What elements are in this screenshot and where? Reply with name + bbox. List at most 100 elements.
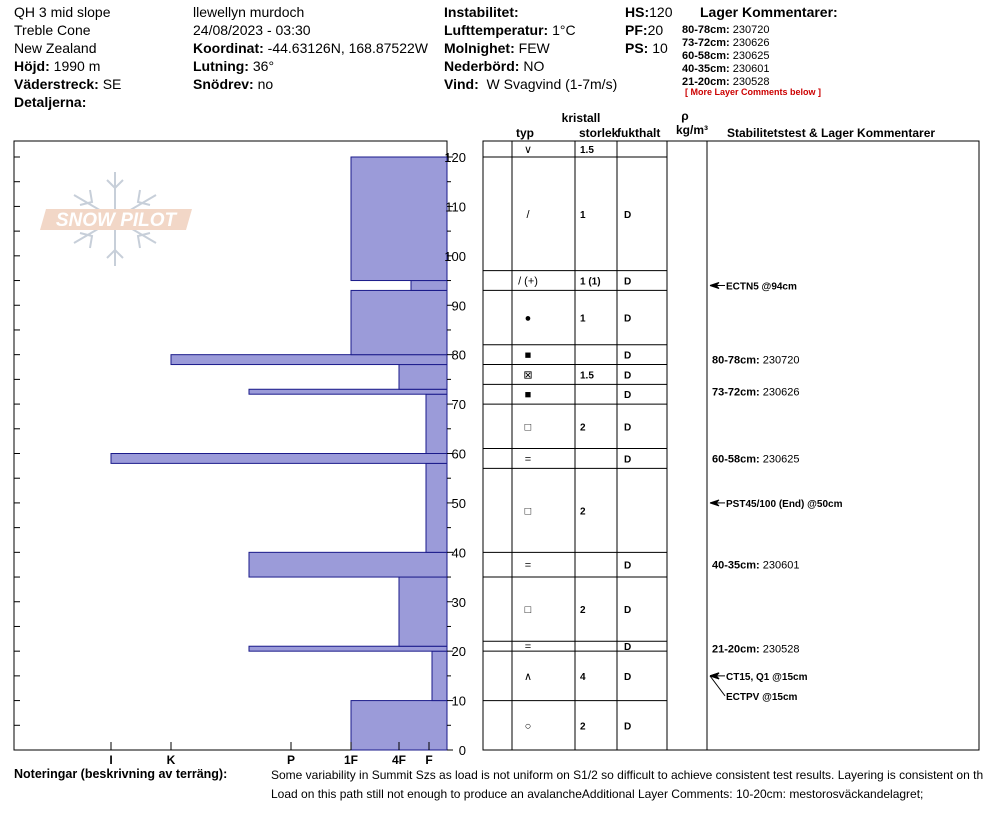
- grain-moisture: D: [624, 454, 631, 465]
- header-layer-comments: 80-78cm: 230720 73-72cm: 230626 60-58cm: 2…: [682, 24, 769, 89]
- height-tick-label: 0: [459, 743, 466, 758]
- hardness-bar: [248, 551, 448, 578]
- grain-table-frame: [482, 140, 980, 751]
- grain-type: □: [525, 505, 532, 517]
- height-tick-label: 80: [452, 348, 466, 363]
- stability-test-label: PST45/100 (End) @50cm: [726, 499, 843, 510]
- hs-label: HS:: [625, 4, 650, 20]
- snow-profile-chart: SNOW PILOT 0 10 20 30 40 50 60 70 80 90 100 110 1 2 0 …: [13, 109, 980, 767]
- hs-value: 120: [649, 4, 673, 20]
- hardness-bar: [350, 156, 448, 282]
- grain-type: =: [525, 560, 531, 572]
- area: Treble Cone: [14, 22, 91, 38]
- notes-line2: Load on this path still not enough to pr…: [271, 787, 924, 801]
- height-tick-label: 20: [452, 644, 466, 659]
- hardness-bar: [170, 354, 448, 366]
- layer-comment-range: 60-58cm:: [712, 453, 760, 465]
- grain-moisture: D: [624, 642, 631, 653]
- grain-size: 1.5: [580, 370, 594, 381]
- density-header: kg/m³: [676, 123, 708, 137]
- hardness-bar: [350, 700, 448, 751]
- country: New Zealand: [14, 40, 97, 56]
- layer-comment: 21-20cm: 230528: [712, 644, 799, 656]
- more-comments-link[interactable]: [ More Layer Comments below ]: [685, 87, 822, 97]
- grain-moisture: D: [624, 370, 631, 381]
- stability-tests: ECTN5 @94cm PST45/100 (End) @50cm CT15, Q1…: [709, 281, 843, 703]
- header-comment-range: 80-78cm:: [682, 24, 730, 36]
- snowdrift-row: Snödrev: no: [193, 75, 273, 93]
- grain-size: 1 (1): [580, 277, 601, 288]
- grain-size: 4: [580, 672, 586, 683]
- grain-size: 2: [580, 605, 586, 616]
- grain-moisture: D: [624, 314, 631, 325]
- hardness-tick-label: 1F: [344, 753, 358, 767]
- airtemp-label: Lufttemperatur:: [444, 22, 549, 38]
- grain-size: 2: [580, 422, 586, 433]
- hardness-bar: [410, 280, 448, 291]
- elevation-value: 1990 m: [53, 58, 101, 74]
- header-comment-text: 230720: [729, 24, 770, 36]
- stability-test-label: ECTN5 @94cm: [726, 281, 797, 292]
- hardness-bar: [248, 645, 448, 652]
- pf-label: PF:: [625, 22, 648, 38]
- stability-test-label: ECTPV @15cm: [726, 692, 798, 703]
- hardness-bar: [398, 364, 448, 390]
- coord-value: -44.63126N, 168.87522W: [267, 40, 428, 56]
- header-comment-text: 230528: [729, 76, 770, 88]
- aspect-value: SE: [102, 76, 122, 92]
- layer-comment-text: 230625: [760, 453, 800, 465]
- header-comment-row: 73-72cm: 230626: [682, 37, 769, 50]
- typ-header: typ: [516, 126, 534, 140]
- arrow-icon: [709, 672, 720, 680]
- grain-type: ○: [525, 720, 532, 732]
- layer-comments-title: Lager Kommentarer:: [700, 4, 838, 20]
- header-comment-text: 230625: [729, 50, 770, 62]
- height-tick-label: 120: [444, 150, 466, 165]
- height-tick-label: 110: [445, 199, 466, 214]
- logo-banner: [40, 209, 192, 230]
- instability-label: Instabilitet:: [444, 4, 519, 20]
- kristall-header: kristall: [562, 111, 601, 125]
- precip-value: NO: [523, 58, 545, 74]
- layer-comment-text: 230626: [760, 387, 800, 399]
- hardness-tick-label: P: [287, 753, 295, 767]
- height-tick-label: 60: [452, 447, 466, 462]
- snowdrift-value: no: [257, 76, 274, 92]
- grain-moisture: D: [624, 351, 631, 362]
- rho-header: ρ: [681, 109, 688, 123]
- grain-size: 1: [580, 210, 586, 221]
- aspect-label: Väderstreck:: [14, 76, 99, 92]
- grain-type: /: [526, 209, 530, 221]
- hardness-tick-label: I: [109, 753, 112, 767]
- notes-label: Noteringar (beskrivning av terräng):: [14, 767, 228, 781]
- layer-comment-range: 21-20cm:: [712, 644, 760, 656]
- airtemp-row: Lufttemperatur: 1°C: [444, 21, 576, 39]
- grain-type: ■: [525, 350, 532, 362]
- ps-value: 10: [652, 40, 668, 56]
- logo-text: SNOW PILOT: [56, 210, 178, 231]
- test-leader: [709, 675, 726, 697]
- layer-comment-range: 80-78cm:: [712, 355, 760, 367]
- grain-size: 1.5: [580, 145, 594, 156]
- hardness-profile: [13, 140, 448, 751]
- notes-line1: Some variability in Summit Szs as load i…: [271, 768, 984, 782]
- hs-row: HS:120: [625, 3, 672, 21]
- cloud-label: Molnighet:: [444, 40, 515, 56]
- grain-moisture: D: [624, 721, 631, 732]
- coord-label: Koordinat:: [193, 40, 264, 56]
- height-tick-label: 70: [452, 397, 466, 412]
- wind-row: Vind: W Svagvind (1-7m/s): [444, 75, 617, 93]
- hardness-bar: [398, 576, 448, 647]
- slope-value: 36°: [252, 58, 275, 74]
- precip-label: Nederbörd:: [444, 58, 520, 74]
- grain-size: 1: [580, 314, 586, 325]
- header-comment-row: 60-58cm: 230625: [682, 50, 769, 63]
- pf-value: 20: [647, 22, 664, 38]
- header-comment-row: 40-35cm: 230601: [682, 63, 769, 76]
- grain-table: ○ 2 D ∧ 4 D = D □ 2 D = D □ 2 = D □ 2 D ■ D ⊠ 1.5 D ■ D ● 1 D / (+) 1 (…: [482, 140, 980, 751]
- hardness-bar: [350, 289, 448, 356]
- grain-moisture: D: [624, 605, 631, 616]
- layer-comment-text: 230720: [760, 355, 800, 367]
- hardness-tick-label: 4F: [392, 753, 406, 767]
- grain-size: 2: [580, 506, 586, 517]
